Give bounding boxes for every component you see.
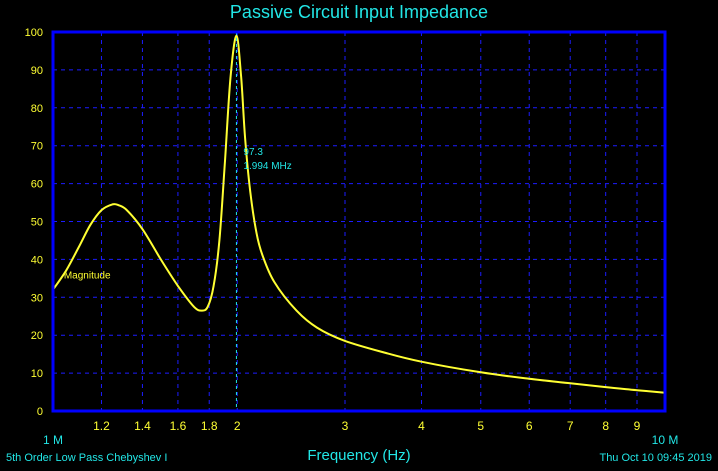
x-tick-label: 5 <box>477 419 484 433</box>
y-tick-label: 10 <box>31 368 43 380</box>
circuit-description: 5th Order Low Pass Chebyshev I <box>6 452 168 464</box>
x-tick-label: 1.6 <box>170 419 187 433</box>
x-tick-label: 2 <box>234 419 241 433</box>
y-tick-label: 20 <box>31 330 43 342</box>
y-tick-label: 80 <box>31 103 43 115</box>
x-tick-label: 3 <box>342 419 349 433</box>
x-axis-label: Frequency (Hz) <box>307 447 411 464</box>
y-tick-label: 30 <box>31 292 43 304</box>
series-name-label: Magnitude <box>64 270 111 281</box>
x-tick-label: 4 <box>418 419 425 433</box>
x-tick-label: 9 <box>634 419 641 433</box>
marker-value-label: 97.3 <box>243 147 263 158</box>
x-tick-label: 7 <box>567 419 574 433</box>
x-tick-label: 1.4 <box>134 419 151 433</box>
grid-lines <box>53 32 665 411</box>
magnitude-curve <box>52 34 666 394</box>
chart-title: Passive Circuit Input Impedance <box>229 2 489 22</box>
y-tick-label: 0 <box>37 406 43 418</box>
x-tick-label: 1 M <box>43 433 63 447</box>
y-tick-label: 100 <box>25 27 43 39</box>
marker-frequency-label: 1.994 MHz <box>243 161 291 172</box>
x-tick-label: 6 <box>526 419 533 433</box>
y-tick-label: 40 <box>31 254 43 266</box>
x-tick-label: 1.8 <box>201 419 218 433</box>
y-tick-label: 70 <box>31 141 43 153</box>
y-tick-label: 90 <box>31 65 43 77</box>
magnitude-series: Magnitude <box>52 34 666 394</box>
x-tick-labels: 1 M 1.2 1.4 1.6 1.8 2 3 4 5 6 7 8 9 10 M <box>43 419 678 447</box>
y-tick-labels: 0 10 20 30 40 50 60 70 80 90 100 <box>25 27 43 418</box>
x-tick-label: 8 <box>602 419 609 433</box>
y-tick-label: 50 <box>31 217 43 229</box>
x-tick-label: 10 M <box>652 433 679 447</box>
y-tick-label: 60 <box>31 179 43 191</box>
x-tick-label: 1.2 <box>93 419 110 433</box>
timestamp: Thu Oct 10 09:45 2019 <box>599 452 712 464</box>
plot-frame <box>51 30 667 413</box>
marker-cursor: 97.3 1.994 MHz <box>235 32 292 411</box>
